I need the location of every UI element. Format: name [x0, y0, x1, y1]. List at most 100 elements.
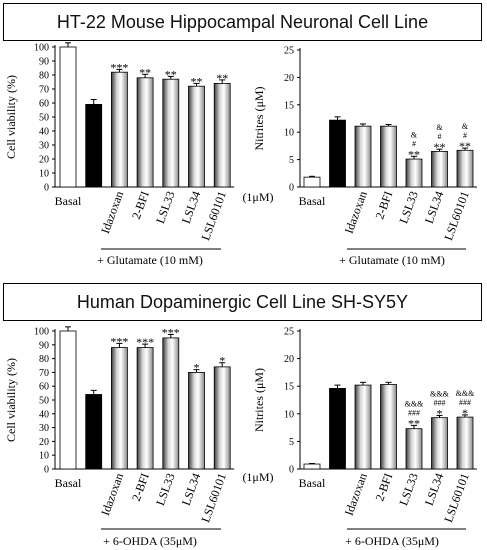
bar-lsl34 — [188, 85, 205, 188]
y-tick-label: 30 — [39, 141, 49, 152]
category-label: LSL34 — [179, 189, 204, 225]
y-tick-label: 5 — [289, 155, 294, 166]
y-tick-label: 60 — [39, 382, 49, 393]
category-label: LSL60101 — [198, 189, 229, 242]
bar-lsl34 — [431, 417, 448, 470]
significance-label: ** — [408, 147, 420, 161]
y-tick-label: 0 — [289, 183, 294, 194]
y-tick-label: 20 — [284, 354, 294, 365]
category-label: Idazoxan — [342, 471, 370, 517]
bar-lsl33 — [162, 78, 180, 188]
y-tick-label: 40 — [39, 127, 49, 138]
significance-label: ### — [408, 408, 420, 417]
significance-label: *** — [162, 325, 180, 339]
concentration-label-top: (1μM) — [242, 190, 273, 204]
significance-label: *** — [110, 60, 128, 74]
y-tick-label: 0 — [44, 465, 49, 476]
bar-control — [85, 104, 103, 188]
significance-label: # — [412, 139, 416, 148]
bar-basal — [59, 46, 77, 188]
significance-label: * — [437, 406, 443, 420]
category-label: LSL33 — [396, 189, 421, 225]
y-tick-label: 50 — [39, 396, 49, 407]
significance-label: *** — [110, 334, 128, 348]
concentration-label-bottom: (1μM) — [242, 470, 273, 484]
significance-label: ** — [459, 139, 471, 153]
category-label: LSL33 — [153, 189, 178, 225]
y-tick-label: 5 — [289, 437, 294, 448]
bar-lsl60101 — [213, 366, 231, 470]
y-tick-label: 70 — [39, 368, 49, 379]
bar-lsl34 — [431, 150, 448, 188]
bar-basal — [303, 463, 321, 470]
treatment-label: + 6-OHDA (35μM) — [345, 534, 439, 548]
category-label: Idazoxan — [98, 471, 126, 517]
significance-label: *** — [136, 335, 154, 349]
bar-lsl33 — [405, 428, 423, 470]
y-tick-label: 15 — [284, 382, 294, 393]
y-tick-label: 10 — [39, 451, 49, 462]
category-label: 2-BFI — [129, 189, 152, 221]
category-label: Idazoxan — [98, 189, 126, 235]
bar-control — [329, 388, 346, 470]
bar-lsl33 — [162, 337, 180, 470]
category-label: Basal — [55, 476, 82, 490]
category-label: Basal — [299, 194, 326, 208]
significance-label: * — [462, 406, 468, 420]
y-tick-label: 70 — [39, 85, 49, 96]
panel-title-banner-ht22: HT-22 Mouse Hippocampal Neuronal Cell Li… — [3, 3, 482, 41]
category-label: LSL33 — [153, 471, 178, 507]
bar-lsl34 — [188, 371, 205, 470]
significance-label: ** — [408, 416, 420, 430]
y-tick-label: 90 — [39, 57, 49, 68]
significance-label: ### — [434, 398, 446, 407]
significance-label: * — [219, 354, 225, 368]
category-label: LSL34 — [422, 471, 447, 507]
bar-2-bfi — [380, 125, 397, 188]
bar-2-bfi — [380, 384, 397, 470]
bar-idazoxan — [354, 125, 372, 188]
significance-label: &&& — [456, 389, 475, 398]
bar-lsl33 — [405, 158, 423, 188]
bar-idazoxan — [111, 71, 128, 188]
treatment-label: + Glutamate (10 mM) — [339, 253, 445, 267]
bar-control — [329, 119, 346, 188]
bar-idazoxan — [354, 384, 372, 470]
y-tick-label: 30 — [39, 423, 49, 434]
y-axis-label: Cell viability (%) — [4, 75, 18, 159]
y-axis-label: Cell viability (%) — [4, 358, 18, 442]
y-tick-label: 10 — [284, 409, 294, 420]
bar-basal — [59, 330, 77, 470]
y-tick-label: 10 — [284, 128, 294, 139]
y-tick-label: 0 — [44, 183, 49, 194]
y-tick-label: 80 — [39, 354, 49, 365]
y-tick-label: 20 — [39, 437, 49, 448]
y-tick-label: 25 — [284, 46, 294, 57]
significance-label: &&& — [430, 389, 449, 398]
category-label: Basal — [299, 476, 326, 490]
bar-basal — [303, 176, 321, 188]
y-tick-label: 25 — [284, 327, 294, 338]
y-tick-label: 100 — [34, 327, 49, 338]
category-label: 2-BFI — [129, 471, 152, 503]
significance-label: ** — [434, 140, 446, 154]
y-tick-label: 40 — [39, 409, 49, 420]
category-label: 2-BFI — [372, 189, 395, 221]
category-label: LSL34 — [422, 189, 447, 225]
y-tick-label: 10 — [39, 169, 49, 180]
y-tick-label: 15 — [284, 100, 294, 111]
significance-label: ** — [216, 71, 228, 85]
category-label: LSL60101 — [441, 471, 472, 524]
bar-2-bfi — [136, 347, 154, 470]
panel-title-ht22: HT-22 Mouse Hippocampal Neuronal Cell Li… — [56, 12, 429, 32]
significance-label: # — [463, 131, 467, 140]
bar-2-bfi — [136, 77, 154, 188]
significance-label: # — [438, 132, 442, 141]
significance-label: & — [436, 123, 443, 132]
y-tick-label: 60 — [39, 99, 49, 110]
significance-label: &&& — [405, 399, 424, 408]
y-axis-label: Nitrites (μM) — [252, 86, 266, 150]
y-tick-label: 50 — [39, 113, 49, 124]
